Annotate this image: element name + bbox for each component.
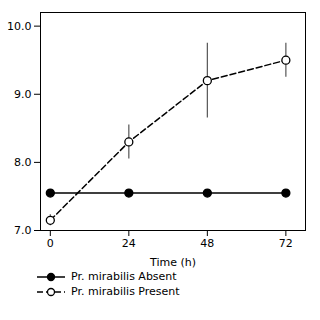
svg-text:Time (h): Time (h) [149,256,196,269]
svg-text:24: 24 [122,237,136,250]
svg-text:48: 48 [200,237,214,250]
svg-text:8.0: 8.0 [14,156,32,169]
html-text:Pr. mirabilis Present: Pr. mirabilis Present [71,285,180,298]
svg-text:10.0: 10.0 [7,20,32,33]
svg-text:9.0: 9.0 [14,88,32,101]
html-text:Pr. mirabilis Absent: Pr. mirabilis Absent [71,270,177,283]
svg-text:7.0: 7.0 [14,224,32,237]
svg-text:0: 0 [47,237,54,250]
svg-text:72: 72 [279,237,293,250]
